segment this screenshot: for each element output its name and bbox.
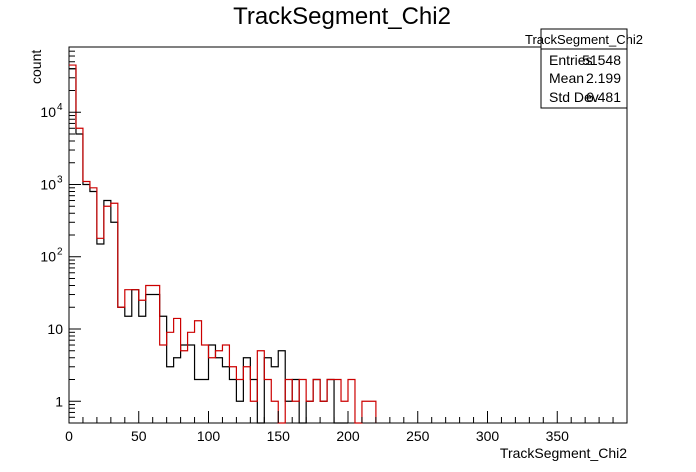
x-tick-label: 300 bbox=[476, 428, 500, 444]
histogram-series-0 bbox=[69, 68, 348, 424]
x-tick-label: 50 bbox=[131, 428, 147, 444]
x-axis: 0 50 100 150 200 250 300 350 bbox=[65, 411, 628, 444]
x-tick-label: 0 bbox=[65, 428, 73, 444]
x-axis-label: TrackSegment_Chi2 bbox=[500, 445, 627, 461]
x-tick-label: 200 bbox=[336, 428, 360, 444]
stats-entries-value: 51548 bbox=[582, 52, 621, 68]
x-tick-label: 100 bbox=[197, 428, 221, 444]
y-axis-label: count bbox=[28, 50, 44, 84]
y-tick-label: 10 bbox=[40, 104, 56, 120]
stats-entries-label: Entries bbox=[549, 52, 593, 68]
y-tick-exponent: 3 bbox=[57, 174, 63, 185]
x-tick-label: 250 bbox=[406, 428, 430, 444]
y-tick-exponent: 2 bbox=[57, 247, 63, 258]
y-tick-label: 10 bbox=[40, 249, 56, 265]
chart-title: TrackSegment_Chi2 bbox=[233, 3, 451, 30]
y-tick-exponent: 4 bbox=[57, 102, 63, 113]
stats-mean-label: Mean bbox=[549, 70, 584, 86]
stats-box-frame bbox=[540, 28, 628, 109]
stats-mean-value: 2.199 bbox=[586, 70, 621, 86]
x-tick-label: 350 bbox=[546, 428, 570, 444]
stats-box: TrackSegment_Chi2 Entries 51548 Mean 2.1… bbox=[525, 28, 643, 109]
stats-stddev-label: Std Dev bbox=[549, 89, 599, 105]
x-tick-label: 150 bbox=[267, 428, 291, 444]
histogram-series-1 bbox=[69, 64, 377, 424]
histogram-series-group bbox=[69, 64, 377, 424]
stats-stddev-value: 6.481 bbox=[586, 89, 621, 105]
y-tick-label: 10 bbox=[47, 321, 63, 337]
y-tick-label: 10 bbox=[40, 176, 56, 192]
y-tick-label: 1 bbox=[55, 393, 63, 409]
stats-box-title: TrackSegment_Chi2 bbox=[525, 32, 643, 47]
